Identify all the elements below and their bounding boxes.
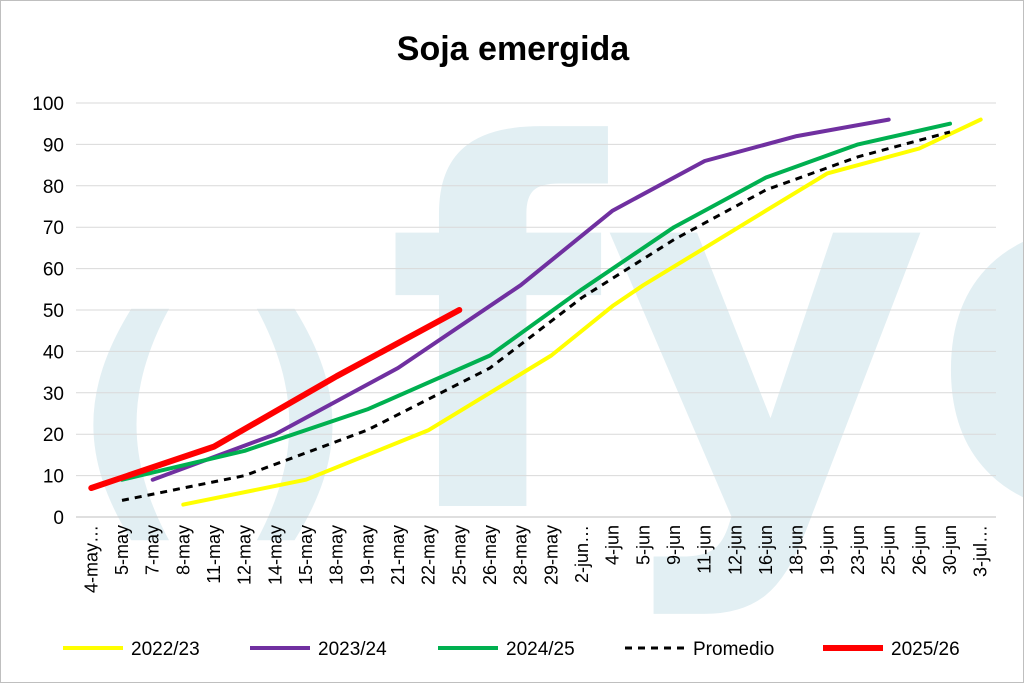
y-axis-ticks: 0 10 20 30 40 50 60 70 80 90 100 — [32, 94, 64, 529]
x-tick-label: 12-jun — [725, 525, 745, 575]
y-tick-label: 70 — [43, 218, 64, 239]
x-tick-label: 12-may — [235, 525, 255, 585]
x-tick-label: 26-jun — [909, 525, 929, 575]
legend: 2022/23 2023/24 2024/25 Promedio 2025/26 — [63, 639, 960, 660]
y-tick-label: 0 — [53, 508, 64, 529]
chart-title: Soja emergida — [397, 30, 631, 68]
watermark-close-paren: ) — [236, 266, 355, 568]
x-tick-label: 2-jun… — [572, 525, 592, 583]
y-tick-label: 100 — [32, 94, 64, 115]
watermark: ()fyo — [71, 42, 1023, 624]
x-tick-label: 19-jun — [817, 525, 837, 575]
legend-label: 2023/24 — [318, 639, 387, 660]
x-tick-label: 19-may — [357, 525, 377, 585]
x-tick-label: 26-may — [480, 525, 500, 585]
x-tick-label: 11-may — [204, 525, 224, 584]
legend-label: 2024/25 — [506, 639, 575, 660]
watermark-open-paren: ( — [71, 266, 190, 568]
legend-label: 2022/23 — [131, 639, 200, 660]
x-tick-label: 29-may — [541, 525, 561, 585]
y-tick-label: 10 — [43, 467, 64, 488]
x-tick-label: 3-jul… — [971, 525, 991, 577]
y-tick-label: 40 — [43, 342, 64, 363]
x-tick-label: 15-may — [296, 525, 316, 585]
y-tick-label: 20 — [43, 425, 64, 446]
series-line-2023-24 — [150, 117, 891, 482]
x-tick-label: 25-jun — [879, 525, 899, 575]
x-tick-label: 11-jun — [695, 525, 715, 574]
y-tick-label: 50 — [43, 301, 64, 322]
y-tick-label: 30 — [43, 384, 64, 405]
legend-label: 2025/26 — [891, 639, 960, 660]
x-tick-label: 22-may — [419, 525, 439, 585]
series-line-2025-26 — [88, 307, 463, 491]
x-tick-label: 18-may — [327, 525, 347, 585]
x-tick-label: 23-jun — [848, 525, 868, 575]
legend-label: Promedio — [693, 639, 774, 660]
y-tick-label: 60 — [43, 260, 64, 281]
x-tick-label: 8-may — [173, 525, 193, 575]
series-line-2024-25 — [120, 121, 952, 482]
x-tick-label: 9-jun — [664, 525, 684, 565]
x-tick-label: 16-jun — [756, 525, 776, 575]
x-tick-label: 18-jun — [787, 525, 807, 575]
x-tick-label: 25-may — [449, 525, 469, 585]
x-tick-label: 4-jun — [603, 525, 623, 565]
x-tick-label: 5-jun — [633, 525, 653, 565]
y-tick-label: 80 — [43, 177, 64, 198]
watermark-logo: fyo — [386, 42, 1023, 624]
x-tick-label: 5-may — [112, 525, 132, 575]
x-tick-label: 28-may — [511, 525, 531, 585]
x-axis-ticks: 4-may… 5-may 7-may 8-may 11-may 12-may 14-may 1… — [81, 525, 990, 593]
grid-lines — [76, 102, 996, 518]
x-tick-label: 30-jun — [940, 525, 960, 575]
series-line-2022-23 — [181, 117, 983, 507]
x-tick-label: 4-may… — [81, 525, 101, 593]
series-line-promedio — [121, 130, 951, 502]
x-tick-label: 21-may — [388, 525, 408, 585]
x-tick-label: 14-may — [265, 525, 285, 585]
y-tick-label: 90 — [43, 135, 64, 156]
x-tick-label: 7-may — [143, 525, 163, 575]
series-lines — [88, 117, 983, 507]
